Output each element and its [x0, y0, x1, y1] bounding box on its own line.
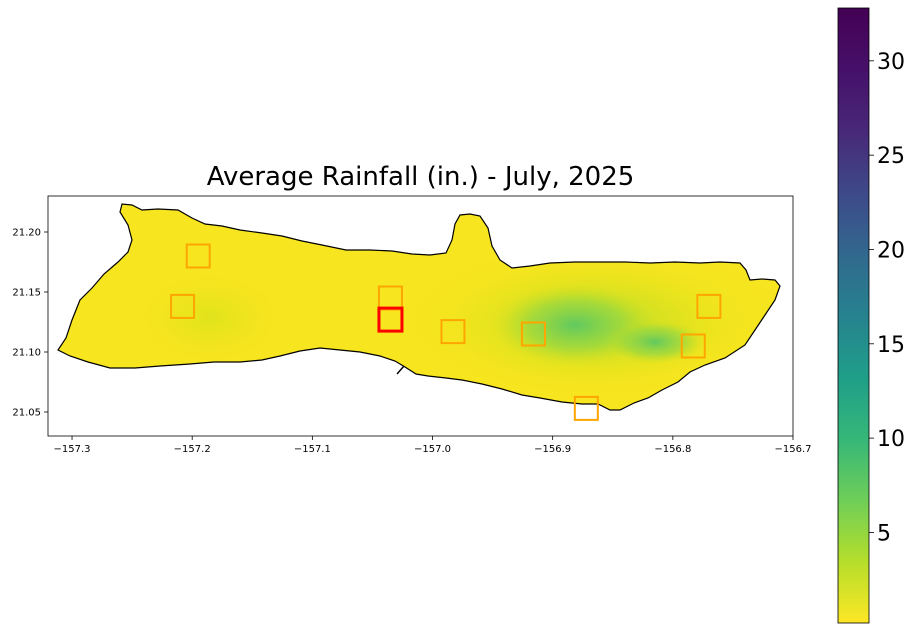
y-axis-ticks: 21.20 21.15 21.10 21.05 [12, 228, 48, 419]
rainfall-field [58, 204, 780, 410]
station-marker[interactable] [520, 321, 546, 347]
x-tick-label: −156.8 [654, 444, 691, 455]
colorbar-tick-label: 25 [877, 144, 905, 169]
colorbar [837, 7, 870, 624]
x-axis-ticks: −157.3 −157.2 −157.1 −157.0 −156.9 −156.8 −156… [54, 436, 812, 455]
colorbar-tick-label: 15 [877, 333, 905, 358]
station-marker[interactable] [696, 293, 722, 319]
map-axes-frame [47, 195, 794, 437]
x-tick-label: −157.3 [54, 444, 91, 455]
y-tick-label: 21.15 [12, 288, 41, 299]
x-tick-label: −157.2 [174, 444, 211, 455]
y-tick-label: 21.05 [12, 408, 41, 419]
x-tick-label: −157.1 [294, 444, 331, 455]
station-marker[interactable] [573, 395, 599, 421]
rainfall-west-zone [140, 273, 280, 363]
colorbar-tick-label: 20 [877, 238, 905, 263]
station-marker[interactable] [170, 293, 196, 319]
y-tick-label: 21.20 [12, 228, 41, 239]
x-tick-label: −156.9 [534, 444, 571, 455]
x-tick-label: −157.0 [414, 444, 451, 455]
molokai-coastline [57, 203, 781, 411]
station-marker[interactable] [680, 333, 706, 359]
y-tick-label: 21.10 [12, 348, 41, 359]
station-markers [170, 243, 722, 421]
selected-station-marker[interactable] [377, 306, 404, 333]
colorbar-tick-label: 5 [877, 521, 891, 546]
colorbar-ticks: 5 10 15 20 25 30 [869, 50, 905, 546]
colorbar-tick-label: 30 [877, 50, 905, 75]
x-tick-label: −156.7 [774, 444, 811, 455]
chart-title: Average Rainfall (in.) - July, 2025 [206, 162, 635, 192]
station-marker[interactable] [440, 319, 466, 345]
colorbar-tick-label: 10 [877, 427, 905, 452]
pier-line [396, 365, 405, 375]
station-marker[interactable] [185, 243, 211, 269]
rainfall-high-zone-east [605, 320, 705, 364]
